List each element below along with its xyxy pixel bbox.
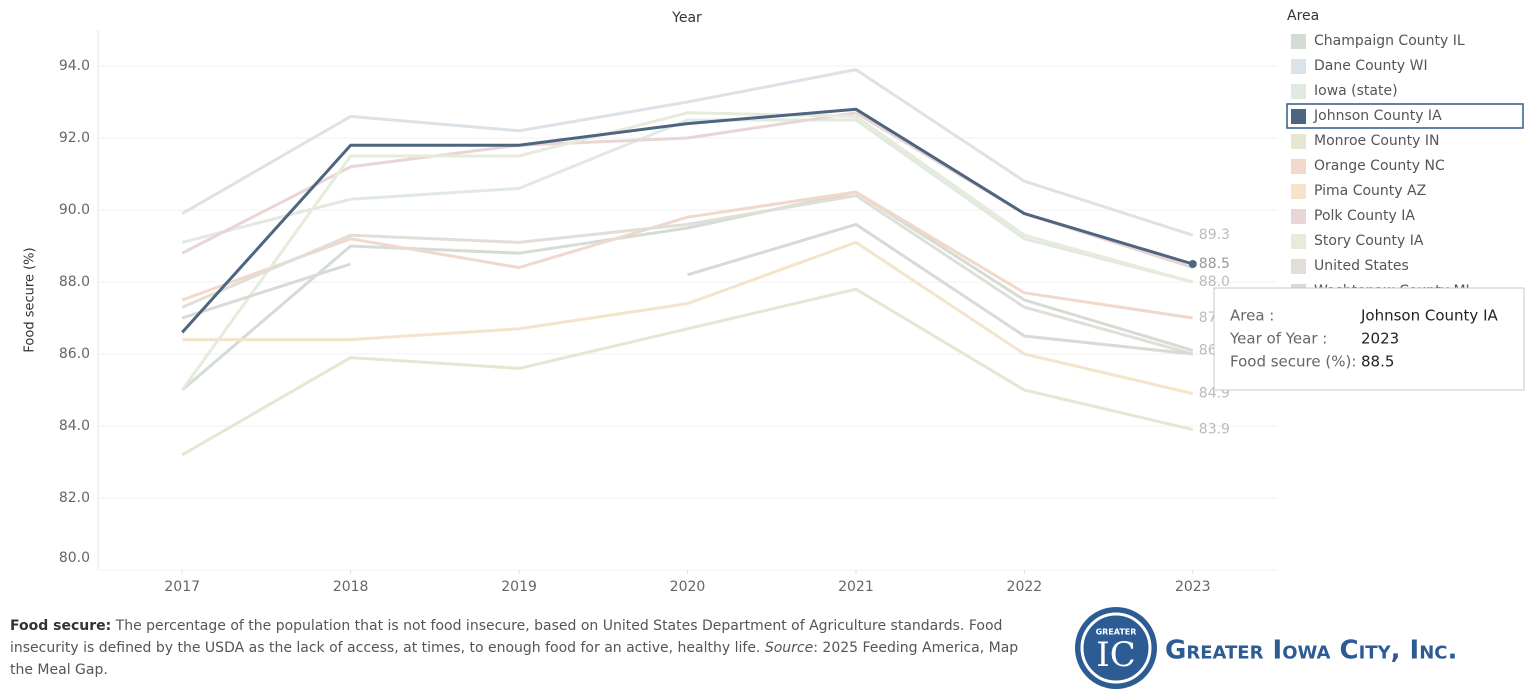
legend-swatch — [1291, 184, 1306, 199]
footnote-term: Food secure: — [10, 618, 112, 634]
legend-label: Dane County WI — [1314, 58, 1428, 74]
value-label: 83.9 — [1199, 422, 1230, 438]
y-tick-label: 84.0 — [59, 418, 90, 434]
y-axis-title: Food secure (%) — [23, 247, 38, 352]
legend-label: Johnson County IA — [1313, 108, 1442, 124]
series-line — [181, 287, 1194, 457]
legend-label: United States — [1314, 258, 1409, 274]
y-tick-label: 82.0 — [59, 490, 90, 506]
tooltip-key: Food secure (%): — [1230, 353, 1356, 371]
tooltip-key: Year of Year : — [1229, 330, 1327, 348]
footnote-source: : 2025 Feeding America, Map the Meal Gap… — [10, 640, 1019, 678]
legend-label: Iowa (state) — [1314, 83, 1398, 99]
logo-ring — [1080, 612, 1152, 684]
tooltip-key: Area : — [1230, 307, 1274, 325]
legend-label: Story County IA — [1314, 233, 1424, 249]
footnote-definition: The percentage of the population that is… — [10, 618, 1003, 656]
x-axis-title: Year — [671, 10, 702, 26]
legend-swatch — [1291, 34, 1306, 49]
legend-swatch — [1291, 159, 1306, 174]
x-tick-label: 2019 — [501, 579, 537, 595]
y-tick-label: 94.0 — [59, 58, 90, 74]
x-tick-label: 2022 — [1007, 579, 1043, 595]
legend-swatch — [1291, 209, 1306, 224]
logo: GREATER IC Greater Iowa City, Inc. — [1075, 607, 1457, 689]
plot: 80.0 82.0 84.0 86.0 88.0 90.0 92.0 94.0 2017 2018… — [59, 30, 1277, 595]
logo-name: Greater Iowa City, Inc. — [1165, 636, 1457, 666]
y-tick-label: 90.0 — [59, 202, 90, 218]
footnote-source-label: Source — [764, 640, 814, 656]
y-tick-label: 88.0 — [59, 274, 90, 290]
x-tick-label: 2018 — [333, 579, 369, 595]
y-tick-label: 80.0 — [59, 550, 90, 566]
series-line — [181, 107, 1194, 334]
value-label: 88.5 — [1199, 256, 1230, 272]
x-tick-label: 2020 — [670, 579, 706, 595]
legend: Champaign County IL Dane County WI Iowa (s… — [1286, 33, 1524, 299]
x-tick-label: 2021 — [838, 579, 874, 595]
tooltip-box — [1213, 287, 1525, 391]
series-line — [181, 118, 1194, 284]
legend-swatch — [1291, 134, 1306, 149]
tooltip: Area : Johnson County IA Year of Year : 202… — [1213, 287, 1525, 391]
legend-title: Area — [1287, 8, 1319, 24]
legend-label: Orange County NC — [1314, 158, 1445, 174]
tooltip-value: 2023 — [1361, 330, 1399, 348]
legend-label: Champaign County IL — [1314, 33, 1465, 49]
logo-badge-text: IC — [1096, 635, 1135, 675]
point — [1188, 260, 1197, 268]
y-tick-label: 92.0 — [59, 130, 90, 146]
series-line — [181, 194, 1194, 356]
legend-swatch — [1291, 234, 1306, 249]
y-tick-label: 86.0 — [59, 346, 90, 362]
legend-swatch — [1291, 109, 1306, 124]
series-line — [182, 240, 1194, 396]
footnote: Food secure: The percentage of the popul… — [10, 615, 1045, 681]
logo-badge-top: GREATER — [1096, 628, 1137, 637]
series-line — [181, 68, 1194, 237]
x-tick-label: 2017 — [164, 579, 200, 595]
legend-label: Monroe County IN — [1314, 133, 1440, 149]
series-line — [180, 111, 1194, 391]
x-tick-label: 2023 — [1175, 579, 1211, 595]
legend-highlight — [1286, 103, 1524, 129]
legend-label: Pima County AZ — [1314, 183, 1426, 199]
tooltip-value: 88.5 — [1361, 353, 1394, 371]
value-label: 89.3 — [1199, 227, 1230, 243]
legend-swatch — [1291, 84, 1306, 99]
value-label: 88.0 — [1199, 274, 1230, 290]
series-line — [181, 190, 1194, 320]
legend-label: Polk County IA — [1314, 208, 1415, 224]
tooltip-value: Johnson County IA — [1360, 307, 1498, 325]
logo-badge — [1075, 607, 1157, 689]
legend-swatch — [1291, 259, 1306, 274]
series-line — [181, 222, 1193, 356]
series-line — [181, 190, 1194, 392]
legend-swatch — [1291, 59, 1306, 74]
